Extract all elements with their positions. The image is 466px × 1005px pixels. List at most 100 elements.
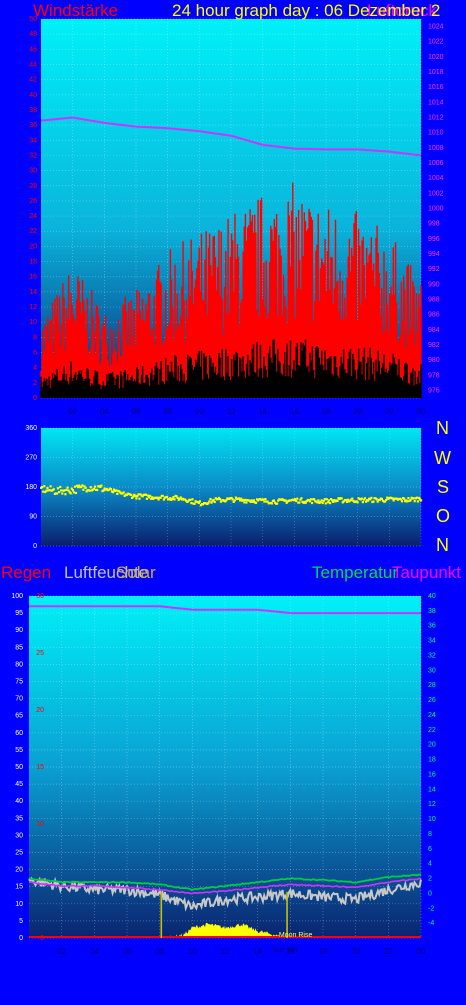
wind-direction-point	[378, 498, 381, 502]
temperature-tick-label: 10	[428, 816, 436, 823]
wind-direction-point	[72, 491, 75, 494]
humidity-tick-label: 25	[15, 850, 23, 857]
wind-direction-point	[130, 493, 133, 496]
wind-direction-point	[391, 497, 394, 500]
taupunkt-label: Taupunkt	[392, 563, 461, 582]
temperature-tick-label: 36	[428, 623, 436, 630]
wind-direction-point	[58, 491, 61, 494]
wind-direction-point	[42, 490, 45, 493]
wind-direction-point	[99, 485, 102, 488]
regen-label: Regen	[1, 563, 52, 582]
wind-direction-point	[55, 492, 59, 495]
wind-left-tick-label: 44	[29, 61, 37, 68]
climate-plot-area	[29, 596, 421, 938]
sun-set-label: Sun Set	[272, 947, 297, 954]
wind-direction-point	[316, 501, 319, 504]
wind-left-tick-label: 22	[29, 228, 37, 235]
wind-direction-point	[148, 496, 151, 499]
wind-direction-point	[143, 493, 146, 496]
pressure-right-tick-label: 1006	[428, 160, 444, 167]
wind-direction-point	[415, 496, 418, 499]
wind-direction-point	[141, 495, 144, 498]
wind-direction-point	[317, 499, 320, 502]
humidity-tick-label: 10	[15, 901, 23, 908]
wind-direction-point	[81, 484, 84, 487]
climate-x-tick-label: 04	[90, 947, 99, 956]
wind-direction-point	[65, 488, 68, 491]
wind-direction-point	[70, 487, 73, 490]
temperature-tick-label: 34	[428, 638, 436, 645]
wind-left-tick-label: 40	[29, 92, 37, 99]
wind-direction-point	[252, 499, 255, 502]
temperature-tick-label: 0	[428, 890, 432, 897]
wind-x-tick-label: 20	[353, 407, 362, 416]
wind-direction-point	[63, 489, 66, 492]
temperature-tick-label: 24	[428, 712, 436, 719]
climate-x-tick-label: 16	[286, 947, 295, 956]
wind-direction-point	[313, 498, 316, 501]
wind-direction-point	[400, 500, 404, 503]
direction-tick-label: 90	[29, 514, 37, 521]
wind-direction-point	[406, 500, 409, 503]
wind-direction-point	[109, 488, 113, 491]
pressure-right-tick-label: 982	[428, 342, 440, 349]
temperature-tick-label: -4	[428, 920, 434, 927]
pressure-right-tick-label: 1000	[428, 206, 444, 213]
wind-direction-point	[347, 498, 350, 501]
wind-direction-point	[145, 497, 148, 500]
wind-direction-point	[176, 496, 179, 499]
wind-direction-point	[344, 498, 347, 502]
humidity-tick-label: 40	[15, 798, 23, 805]
climate-x-tick-label: 08	[155, 947, 164, 956]
solar-area	[167, 923, 283, 938]
wind-direction-point	[166, 495, 169, 498]
wind-left-tick-label: 42	[29, 77, 37, 84]
climate-x-tick-label: 12	[221, 947, 230, 956]
pressure-right-tick-label: 984	[428, 327, 440, 334]
wind-direction-point	[80, 485, 83, 488]
climate-x-tick-label: 22	[384, 947, 393, 956]
wind-direction-point	[412, 497, 415, 500]
wind-direction-point	[234, 496, 237, 499]
humidity-tick-label: 95	[15, 610, 23, 617]
wind-direction-point	[162, 498, 165, 501]
wind-direction-point	[137, 493, 140, 496]
wind-direction-point	[326, 501, 330, 504]
direction-tick-label: 360	[25, 425, 37, 432]
wind-direction-point	[250, 499, 253, 502]
wind-direction-point	[125, 493, 128, 497]
wind-direction-point	[330, 498, 333, 501]
wind-direction-point	[251, 500, 254, 503]
wind-left-tick-label: 34	[29, 137, 37, 144]
wind-direction-point	[212, 498, 215, 502]
direction-tick-label: 180	[25, 484, 37, 491]
humidity-tick-label: 50	[15, 764, 23, 771]
wind-direction-point	[100, 484, 103, 487]
dewpoint-line	[28, 877, 422, 895]
wind-direction-point	[184, 498, 187, 501]
compass-o: O	[436, 506, 451, 526]
wind-direction-point	[386, 496, 389, 499]
temperature-tick-label: 4	[428, 861, 432, 868]
wind-direction-point	[207, 502, 210, 505]
wind-left-tick-label: 50	[29, 16, 37, 23]
temperature-tick-label: 40	[428, 593, 436, 600]
wind-direction-point	[321, 501, 324, 505]
wind-average-bars	[40, 339, 422, 398]
humidity-tick-label: 45	[15, 781, 23, 788]
wind-direction-point	[225, 499, 228, 502]
wind-direction-point	[191, 498, 194, 501]
temperature-tick-label: 16	[428, 771, 436, 778]
wind-direction-point	[309, 498, 313, 501]
wind-direction-point	[409, 499, 412, 502]
wind-direction-point	[416, 500, 419, 503]
wind-direction-point	[285, 501, 288, 504]
wind-direction-point	[264, 498, 267, 501]
wind-left-tick-label: 6	[33, 350, 37, 357]
humidity-tick-label: 20	[15, 867, 23, 874]
temperature-tick-label: 32	[428, 652, 436, 659]
wind-direction-point	[131, 496, 134, 499]
climate-x-tick-label: 20	[351, 947, 360, 956]
wind-direction-point	[45, 489, 48, 492]
wind-direction-point	[197, 501, 200, 504]
